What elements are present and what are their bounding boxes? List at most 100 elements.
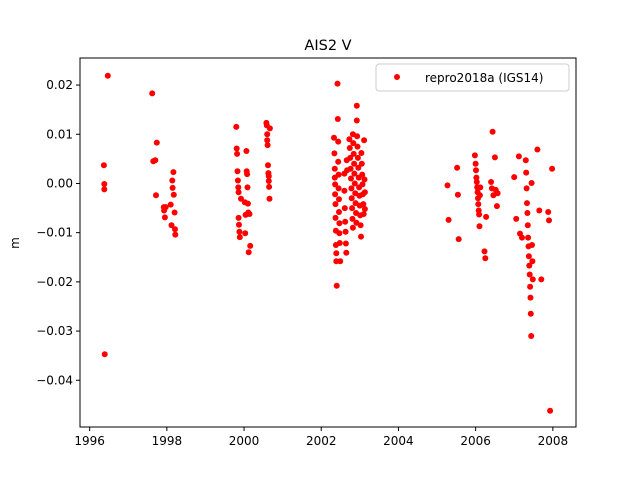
data-point — [346, 136, 353, 143]
data-point — [519, 234, 525, 241]
chart-title: AIS2 V — [304, 38, 351, 54]
data-point — [149, 90, 156, 97]
data-point — [235, 184, 242, 191]
data-point — [360, 201, 367, 208]
data-point — [335, 171, 342, 178]
data-point — [545, 209, 552, 215]
data-point — [336, 220, 343, 227]
data-point — [348, 175, 354, 182]
data-point — [341, 187, 348, 194]
data-point — [524, 210, 531, 216]
data-point — [454, 191, 461, 198]
data-point — [334, 116, 341, 122]
data-point — [513, 215, 520, 222]
data-point — [233, 145, 240, 152]
data-point — [547, 407, 554, 414]
data-point — [473, 167, 479, 174]
data-point — [482, 255, 489, 262]
data-point — [242, 230, 249, 237]
data-point — [527, 310, 534, 317]
data-point — [525, 253, 532, 260]
data-point — [243, 148, 250, 154]
data-point — [335, 138, 342, 145]
data-point — [347, 154, 354, 161]
x-axis-ticks: 1996 1998 2000 2002 2004 2006 2008 — [74, 427, 568, 448]
data-point — [472, 160, 479, 167]
x-tick-label: 1998 — [152, 434, 183, 448]
data-point — [333, 250, 340, 257]
data-point — [359, 171, 366, 178]
data-point — [354, 154, 361, 161]
data-point — [349, 215, 356, 222]
data-point — [167, 201, 174, 208]
data-point — [444, 182, 451, 189]
data-point — [534, 146, 541, 153]
data-point — [161, 214, 168, 221]
x-tick-label: 2006 — [460, 434, 491, 448]
y-axis-label: m — [8, 237, 22, 249]
data-point — [525, 234, 532, 241]
data-point — [244, 200, 251, 207]
data-point — [168, 222, 175, 229]
data-point — [358, 160, 365, 167]
y-tick-label: 0.00 — [46, 176, 73, 190]
data-point — [494, 190, 501, 197]
data-point — [454, 164, 461, 171]
data-point — [491, 154, 498, 161]
data-point — [528, 333, 535, 339]
data-point — [332, 201, 339, 208]
data-point — [331, 165, 338, 172]
data-point — [351, 160, 358, 167]
data-point — [341, 205, 348, 212]
data-point — [359, 181, 366, 188]
data-point — [476, 211, 483, 218]
data-point — [349, 224, 356, 231]
data-point — [172, 231, 179, 238]
data-point — [357, 222, 364, 229]
data-point — [238, 195, 244, 202]
data-point — [538, 276, 545, 283]
data-point — [152, 157, 159, 164]
y-tick-label: −0.04 — [36, 373, 73, 387]
data-point — [348, 185, 355, 192]
data-point — [476, 192, 483, 199]
data-point — [266, 183, 273, 190]
data-point — [104, 72, 111, 79]
x-tick-label: 2004 — [383, 434, 414, 448]
data-point — [101, 186, 108, 193]
legend-label: repro2018a (IGS14) — [425, 71, 543, 85]
data-point — [101, 181, 108, 187]
data-point — [549, 165, 556, 172]
data-point — [236, 234, 243, 241]
data-point — [153, 192, 159, 199]
data-point — [235, 189, 242, 196]
data-point — [332, 181, 339, 188]
data-point — [172, 226, 178, 233]
data-point — [471, 152, 478, 159]
data-point — [358, 150, 365, 156]
data-point — [266, 125, 273, 132]
data-point — [331, 134, 337, 141]
data-point — [264, 131, 271, 138]
x-tick-label: 2002 — [306, 434, 337, 448]
data-point — [481, 248, 488, 255]
data-point — [236, 228, 243, 235]
data-point — [488, 179, 495, 185]
data-point — [475, 201, 482, 208]
data-point — [332, 214, 339, 221]
data-point — [265, 178, 272, 184]
data-point — [524, 222, 531, 229]
data-point — [101, 351, 108, 358]
data-point — [335, 158, 342, 165]
data-point — [336, 230, 343, 237]
data-point — [337, 258, 344, 265]
data-point — [361, 189, 368, 196]
data-point — [476, 223, 483, 230]
data-point — [169, 184, 176, 191]
data-point — [527, 283, 534, 290]
x-tick-label: 1996 — [74, 434, 105, 448]
data-point — [171, 209, 178, 216]
data-point — [529, 276, 536, 283]
data-point — [342, 240, 349, 247]
